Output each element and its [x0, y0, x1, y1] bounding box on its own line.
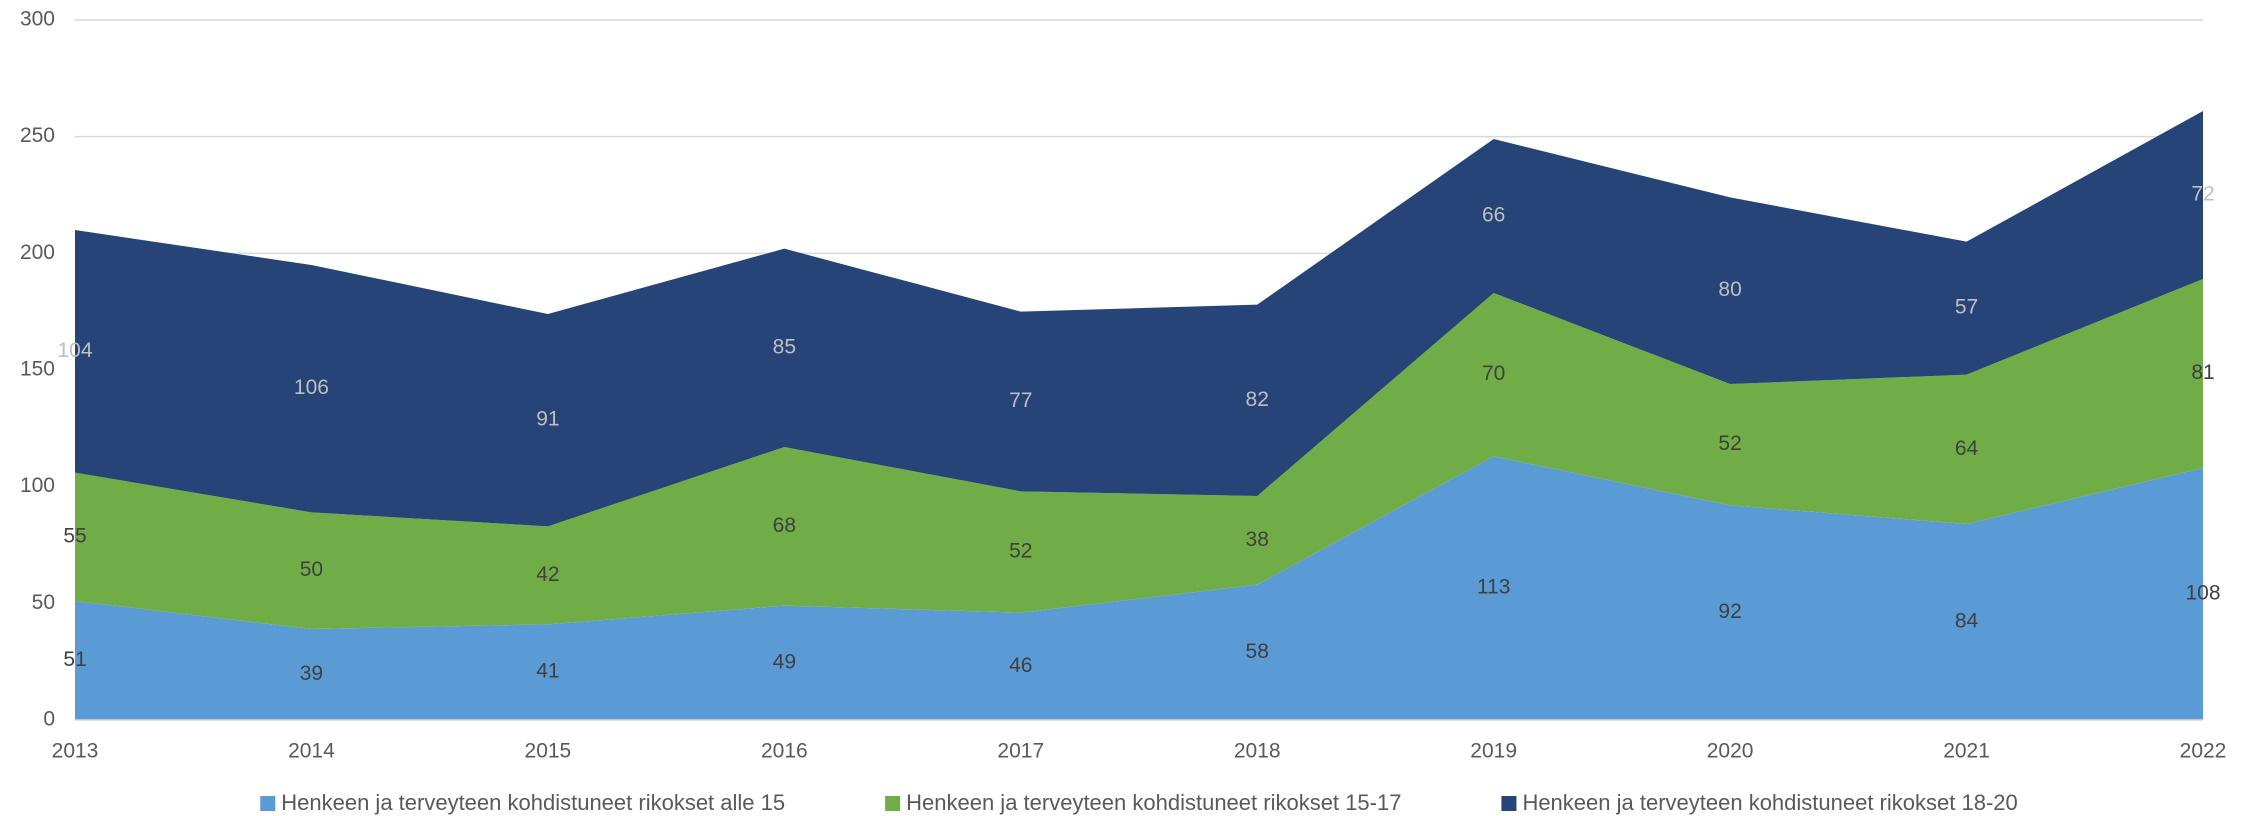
data-label: 108	[2185, 582, 2220, 605]
x-tick-label: 2016	[761, 740, 808, 763]
data-label: 82	[1246, 388, 1269, 411]
area	[75, 279, 2203, 629]
data-label: 80	[1718, 278, 1741, 301]
data-label: 81	[2191, 361, 2214, 384]
data-label: 64	[1955, 437, 1979, 460]
x-tick-label: 2014	[288, 740, 335, 763]
data-label: 55	[63, 524, 86, 547]
data-label: 49	[773, 650, 796, 673]
x-tick-label: 2021	[1943, 740, 1990, 763]
data-label: 50	[300, 558, 323, 581]
x-tick-label: 2018	[1234, 740, 1281, 763]
data-label: 52	[1718, 432, 1741, 455]
data-label: 38	[1246, 528, 1269, 551]
x-tick-label: 2013	[52, 740, 99, 763]
data-label: 66	[1482, 204, 1505, 227]
x-tick-label: 2019	[1470, 740, 1517, 763]
x-tick-label: 2022	[2180, 740, 2227, 763]
y-tick-label: 200	[20, 241, 55, 264]
x-tick-label: 2020	[1707, 740, 1754, 763]
legend-label: Henkeen ja terveyteen kohdistuneet rikok…	[1522, 790, 2017, 815]
data-label: 57	[1955, 296, 1978, 319]
data-label: 113	[1477, 576, 1510, 599]
legend: Henkeen ja terveyteen kohdistuneet rikok…	[260, 790, 2018, 815]
legend-label: Henkeen ja terveyteen kohdistuneet rikok…	[281, 790, 785, 815]
data-label: 46	[1009, 654, 1032, 677]
data-label: 41	[536, 660, 559, 683]
data-label: 91	[536, 408, 559, 431]
data-label: 70	[1482, 362, 1505, 385]
x-tick-label: 2017	[997, 740, 1044, 763]
legend-label: Henkeen ja terveyteen kohdistuneet rikok…	[906, 790, 1401, 815]
data-label: 58	[1246, 640, 1269, 663]
legend-swatch	[1501, 796, 1517, 811]
data-label: 68	[773, 514, 796, 537]
data-label: 39	[300, 662, 323, 685]
legend-swatch	[260, 796, 276, 811]
y-tick-label: 0	[43, 708, 55, 731]
data-label: 77	[1009, 389, 1032, 412]
data-label: 52	[1009, 540, 1032, 563]
data-label: 42	[536, 563, 559, 586]
x-tick-label: 2015	[525, 740, 572, 763]
area	[75, 111, 2203, 527]
data-label: 104	[57, 339, 92, 362]
y-tick-label: 150	[20, 358, 55, 381]
area	[75, 456, 2203, 720]
y-tick-label: 300	[20, 8, 55, 31]
y-tick-label: 50	[32, 591, 55, 614]
y-tick-label: 250	[20, 124, 55, 147]
y-tick-label: 100	[20, 474, 55, 497]
data-label: 84	[1955, 610, 1979, 633]
data-label: 72	[2191, 183, 2214, 206]
data-label: 51	[63, 648, 86, 671]
data-label: 85	[773, 335, 796, 358]
data-label: 106	[294, 376, 329, 399]
legend-swatch	[885, 796, 901, 811]
data-label: 92	[1718, 600, 1741, 623]
